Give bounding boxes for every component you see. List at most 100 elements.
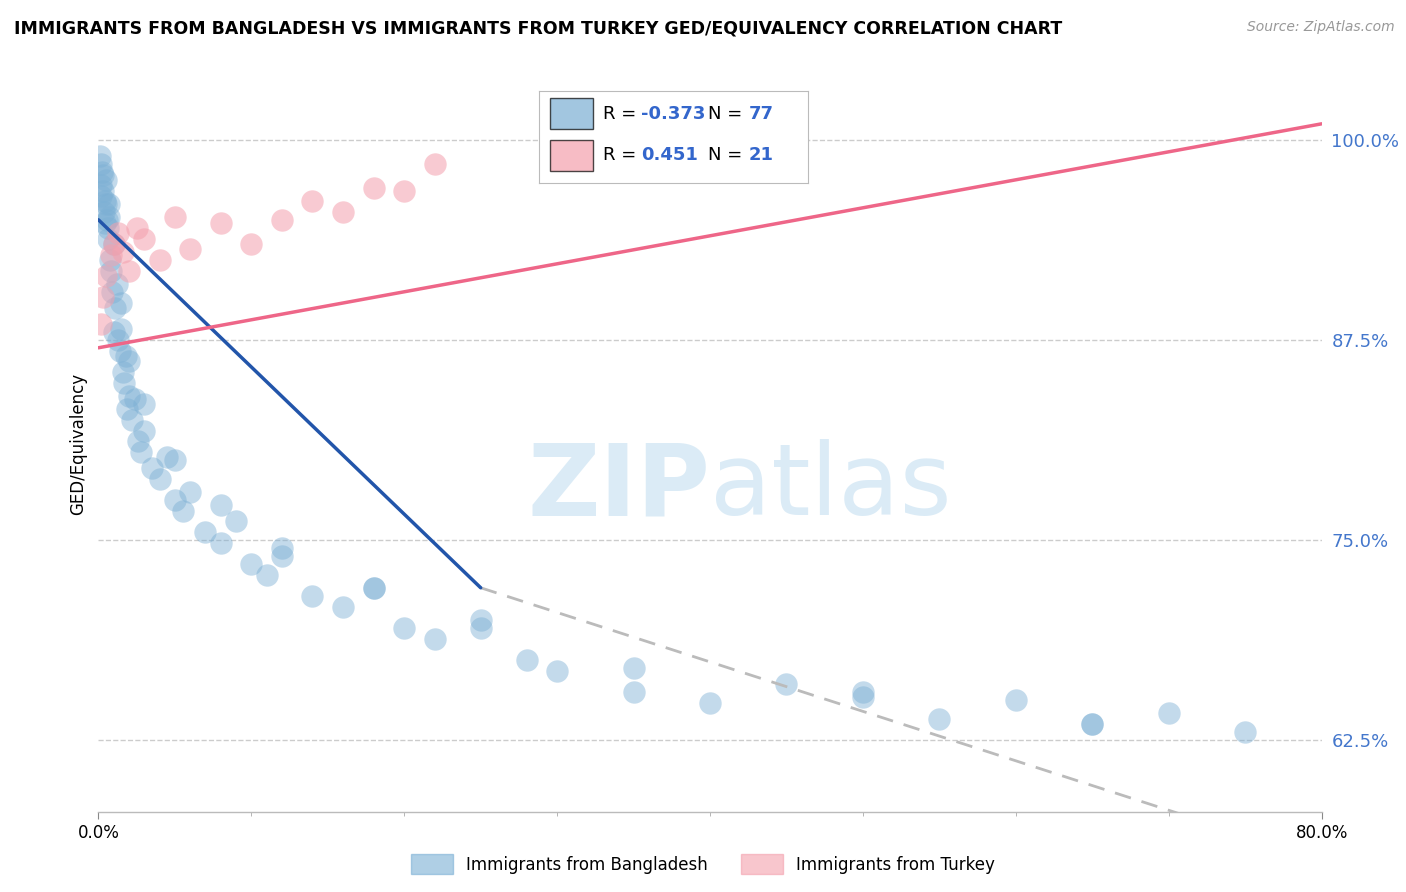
Point bbox=[94, 196, 117, 211]
Point bbox=[775, 677, 797, 691]
Point bbox=[149, 252, 172, 267]
Point bbox=[852, 690, 875, 704]
Point bbox=[1157, 706, 1180, 720]
Point bbox=[1234, 724, 1257, 739]
Point bbox=[270, 541, 294, 555]
Point bbox=[111, 244, 134, 259]
Point bbox=[98, 196, 121, 211]
Point bbox=[107, 226, 129, 240]
Point bbox=[117, 401, 139, 416]
Point bbox=[163, 452, 186, 467]
Point bbox=[100, 248, 122, 262]
Point bbox=[115, 349, 138, 363]
Point bbox=[100, 264, 122, 278]
Point bbox=[928, 712, 950, 726]
Point bbox=[107, 333, 129, 347]
Point bbox=[209, 216, 232, 230]
Point bbox=[225, 514, 247, 528]
Point bbox=[852, 684, 875, 698]
Point bbox=[240, 236, 263, 251]
Point bbox=[423, 157, 446, 171]
Point bbox=[90, 157, 112, 171]
Point bbox=[194, 524, 217, 539]
Point bbox=[270, 212, 294, 227]
Point bbox=[89, 149, 111, 163]
Point bbox=[163, 210, 186, 224]
Text: atlas: atlas bbox=[710, 440, 952, 536]
Point bbox=[163, 492, 186, 507]
Point bbox=[256, 568, 278, 582]
Point bbox=[97, 232, 120, 246]
Text: IMMIGRANTS FROM BANGLADESH VS IMMIGRANTS FROM TURKEY GED/EQUIVALENCY CORRELATION: IMMIGRANTS FROM BANGLADESH VS IMMIGRANTS… bbox=[14, 20, 1063, 37]
Point bbox=[134, 397, 156, 411]
Point bbox=[108, 343, 131, 358]
Point bbox=[104, 301, 127, 315]
Point bbox=[112, 376, 135, 390]
Point bbox=[1081, 716, 1104, 731]
Point bbox=[363, 581, 385, 595]
Text: ZIP: ZIP bbox=[527, 440, 710, 536]
Point bbox=[103, 236, 125, 251]
Point bbox=[301, 194, 323, 208]
Point bbox=[93, 216, 115, 230]
Point bbox=[301, 589, 323, 603]
Point bbox=[392, 621, 416, 635]
Point bbox=[363, 181, 385, 195]
Point bbox=[94, 173, 117, 187]
Point bbox=[240, 557, 263, 571]
Point bbox=[125, 220, 148, 235]
Point bbox=[127, 434, 149, 448]
Point bbox=[98, 252, 121, 267]
Point bbox=[103, 236, 125, 251]
Point bbox=[103, 325, 125, 339]
Point bbox=[1004, 692, 1026, 706]
Point bbox=[134, 424, 156, 438]
Point bbox=[111, 365, 134, 379]
Point bbox=[623, 661, 645, 675]
Point bbox=[209, 498, 232, 512]
Point bbox=[94, 268, 117, 283]
Point bbox=[105, 277, 128, 291]
Point bbox=[470, 613, 492, 627]
Point bbox=[270, 549, 294, 563]
Point bbox=[90, 189, 112, 203]
Point bbox=[141, 460, 163, 475]
Point bbox=[172, 504, 194, 518]
Y-axis label: GED/Equivalency: GED/Equivalency bbox=[69, 373, 87, 515]
Point bbox=[392, 184, 416, 198]
Point bbox=[149, 472, 172, 486]
Point bbox=[96, 212, 118, 227]
Point bbox=[1081, 716, 1104, 731]
Point bbox=[516, 653, 538, 667]
Point bbox=[91, 165, 114, 179]
Point bbox=[91, 184, 114, 198]
Point bbox=[90, 317, 112, 331]
Point bbox=[546, 664, 568, 678]
Legend: Immigrants from Bangladesh, Immigrants from Turkey: Immigrants from Bangladesh, Immigrants f… bbox=[405, 847, 1001, 881]
Point bbox=[118, 264, 141, 278]
Point bbox=[93, 204, 115, 219]
Point bbox=[134, 232, 156, 246]
Point bbox=[156, 450, 179, 464]
Point bbox=[121, 413, 143, 427]
Point bbox=[118, 353, 141, 368]
Point bbox=[129, 444, 152, 458]
Point bbox=[470, 621, 492, 635]
Text: Source: ZipAtlas.com: Source: ZipAtlas.com bbox=[1247, 20, 1395, 34]
Point bbox=[332, 204, 354, 219]
Point bbox=[118, 389, 141, 403]
Point bbox=[363, 581, 385, 595]
Point bbox=[98, 210, 121, 224]
Point bbox=[90, 178, 112, 192]
Point bbox=[623, 684, 645, 698]
Point bbox=[91, 168, 114, 182]
Point bbox=[179, 484, 201, 499]
Point bbox=[94, 194, 117, 208]
Point bbox=[101, 285, 124, 299]
Point bbox=[179, 242, 201, 256]
Point bbox=[97, 220, 120, 235]
Point bbox=[110, 296, 132, 310]
Point bbox=[91, 289, 114, 303]
Point bbox=[699, 696, 721, 710]
Point bbox=[209, 536, 232, 550]
